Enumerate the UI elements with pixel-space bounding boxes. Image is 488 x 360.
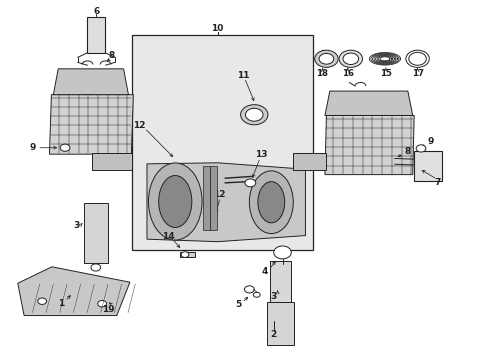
- Bar: [87, 17, 105, 53]
- Bar: [83, 203, 108, 263]
- Text: 10: 10: [211, 24, 224, 33]
- Circle shape: [338, 50, 362, 67]
- Text: 12: 12: [212, 190, 225, 199]
- Text: 12: 12: [133, 121, 145, 130]
- Text: 13: 13: [255, 150, 267, 159]
- Bar: [293, 153, 326, 170]
- Circle shape: [314, 50, 337, 67]
- Polygon shape: [325, 91, 412, 116]
- Circle shape: [245, 108, 263, 121]
- Ellipse shape: [257, 181, 284, 223]
- Bar: [210, 166, 217, 230]
- Circle shape: [408, 52, 426, 65]
- Circle shape: [405, 50, 428, 67]
- Polygon shape: [49, 95, 133, 154]
- Polygon shape: [147, 163, 305, 242]
- Ellipse shape: [249, 171, 293, 234]
- Text: 15: 15: [379, 69, 391, 78]
- Ellipse shape: [158, 176, 191, 228]
- Bar: [413, 151, 442, 181]
- Polygon shape: [325, 116, 413, 175]
- Bar: [269, 261, 290, 302]
- Text: 8: 8: [404, 147, 410, 156]
- Text: 18: 18: [316, 69, 328, 78]
- Ellipse shape: [148, 163, 202, 240]
- Bar: [180, 252, 194, 257]
- Circle shape: [342, 53, 358, 64]
- Text: 19: 19: [102, 305, 114, 314]
- Circle shape: [91, 264, 101, 271]
- Circle shape: [244, 286, 254, 293]
- Text: 5: 5: [235, 300, 241, 309]
- Text: 3: 3: [73, 221, 79, 230]
- Text: 11: 11: [237, 71, 249, 80]
- Text: 7: 7: [433, 177, 439, 186]
- Text: 8: 8: [108, 51, 115, 60]
- Polygon shape: [18, 267, 130, 316]
- Circle shape: [415, 145, 425, 152]
- Circle shape: [181, 252, 188, 257]
- Text: 4: 4: [261, 267, 267, 276]
- Circle shape: [60, 144, 70, 151]
- Text: 9: 9: [29, 143, 36, 152]
- Bar: [203, 166, 209, 230]
- Text: 3: 3: [270, 292, 276, 301]
- Text: 9: 9: [427, 138, 433, 147]
- Bar: [92, 153, 132, 170]
- Circle shape: [98, 301, 106, 307]
- Bar: [132, 35, 312, 250]
- Circle shape: [319, 53, 333, 64]
- Text: 6: 6: [93, 7, 99, 16]
- Text: 16: 16: [341, 69, 353, 78]
- Circle shape: [244, 179, 255, 187]
- Circle shape: [38, 298, 46, 305]
- Circle shape: [253, 292, 260, 297]
- Circle shape: [240, 105, 267, 125]
- Bar: [267, 302, 294, 345]
- Text: 2: 2: [270, 330, 276, 339]
- Polygon shape: [53, 69, 128, 95]
- Text: 17: 17: [411, 69, 423, 78]
- Text: 1: 1: [59, 299, 64, 308]
- Circle shape: [273, 246, 291, 259]
- Text: 14: 14: [162, 232, 174, 241]
